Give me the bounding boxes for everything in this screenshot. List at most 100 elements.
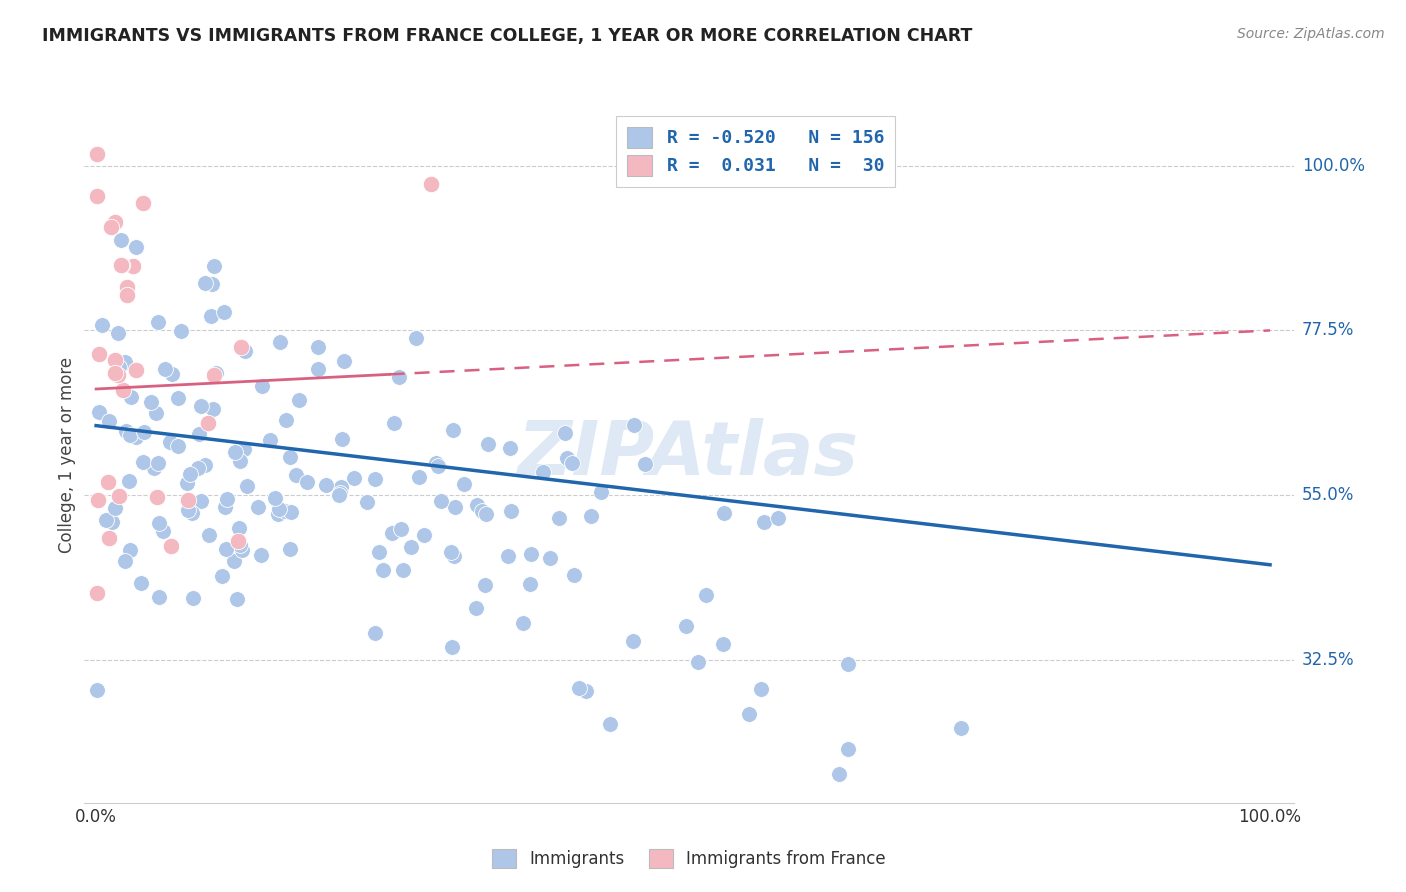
- Point: [713, 507, 735, 521]
- Point: [108, 359, 131, 374]
- Point: [177, 503, 200, 517]
- Point: [97, 475, 120, 489]
- Point: [695, 588, 717, 602]
- Point: [280, 542, 302, 557]
- Point: [634, 457, 657, 471]
- Point: [181, 591, 204, 606]
- Point: [89, 405, 111, 419]
- Point: [307, 361, 329, 376]
- Point: [233, 343, 256, 358]
- Point: [118, 474, 141, 488]
- Point: [159, 539, 181, 553]
- Point: [519, 576, 541, 591]
- Point: [475, 507, 498, 521]
- Point: [142, 460, 165, 475]
- Text: 32.5%: 32.5%: [1302, 651, 1354, 669]
- Point: [236, 479, 259, 493]
- Point: [264, 491, 287, 505]
- Point: [202, 259, 225, 273]
- Point: [429, 494, 451, 508]
- Point: [110, 233, 132, 247]
- Point: [211, 568, 233, 582]
- Point: [148, 516, 170, 530]
- Point: [512, 615, 534, 630]
- Point: [148, 590, 170, 604]
- Point: [100, 220, 122, 235]
- Point: [177, 492, 200, 507]
- Point: [101, 516, 124, 530]
- Point: [408, 469, 430, 483]
- Point: [104, 215, 127, 229]
- Point: [328, 488, 350, 502]
- Point: [621, 634, 644, 648]
- Point: [114, 554, 136, 568]
- Point: [330, 432, 353, 446]
- Point: [711, 637, 734, 651]
- Point: [110, 258, 132, 272]
- Point: [250, 379, 273, 393]
- Point: [439, 544, 461, 558]
- Point: [426, 459, 449, 474]
- Point: [250, 549, 273, 563]
- Point: [224, 445, 246, 459]
- Point: [98, 531, 121, 545]
- Point: [333, 354, 356, 368]
- Point: [86, 146, 108, 161]
- Point: [198, 527, 221, 541]
- Point: [477, 437, 499, 451]
- Point: [153, 362, 176, 376]
- Point: [201, 402, 224, 417]
- Point: [131, 196, 153, 211]
- Point: [231, 542, 253, 557]
- Point: [561, 456, 583, 470]
- Point: [269, 334, 291, 349]
- Point: [188, 427, 211, 442]
- Point: [212, 305, 235, 319]
- Point: [540, 551, 562, 566]
- Text: Source: ZipAtlas.com: Source: ZipAtlas.com: [1237, 27, 1385, 41]
- Point: [443, 549, 465, 564]
- Point: [197, 416, 219, 430]
- Point: [389, 522, 412, 536]
- Point: [749, 681, 772, 696]
- Point: [200, 310, 222, 324]
- Point: [384, 416, 406, 430]
- Point: [562, 568, 585, 582]
- Point: [288, 392, 311, 407]
- Point: [180, 506, 202, 520]
- Point: [104, 366, 127, 380]
- Point: [215, 542, 238, 557]
- Point: [115, 288, 138, 302]
- Point: [467, 498, 489, 512]
- Point: [444, 500, 467, 515]
- Point: [419, 177, 441, 191]
- Y-axis label: College, 1 year or more: College, 1 year or more: [58, 357, 76, 553]
- Point: [548, 511, 571, 525]
- Point: [297, 475, 319, 490]
- Point: [107, 368, 129, 383]
- Point: [343, 471, 366, 485]
- Point: [190, 494, 212, 508]
- Point: [498, 549, 520, 563]
- Point: [274, 413, 297, 427]
- Text: IMMIGRANTS VS IMMIGRANTS FROM FRANCE COLLEGE, 1 YEAR OR MORE CORRELATION CHART: IMMIGRANTS VS IMMIGRANTS FROM FRANCE COL…: [42, 27, 973, 45]
- Point: [170, 324, 193, 338]
- Point: [202, 368, 225, 382]
- Point: [471, 504, 494, 518]
- Point: [229, 538, 252, 552]
- Point: [568, 681, 591, 696]
- Point: [499, 504, 522, 518]
- Point: [86, 189, 108, 203]
- Point: [121, 260, 143, 274]
- Point: [392, 563, 415, 577]
- Point: [599, 717, 621, 731]
- Point: [118, 428, 141, 442]
- Point: [425, 457, 447, 471]
- Point: [837, 657, 859, 671]
- Point: [104, 352, 127, 367]
- Point: [125, 240, 148, 254]
- Point: [125, 430, 148, 444]
- Point: [132, 455, 155, 469]
- Point: [115, 424, 138, 438]
- Point: [146, 314, 169, 328]
